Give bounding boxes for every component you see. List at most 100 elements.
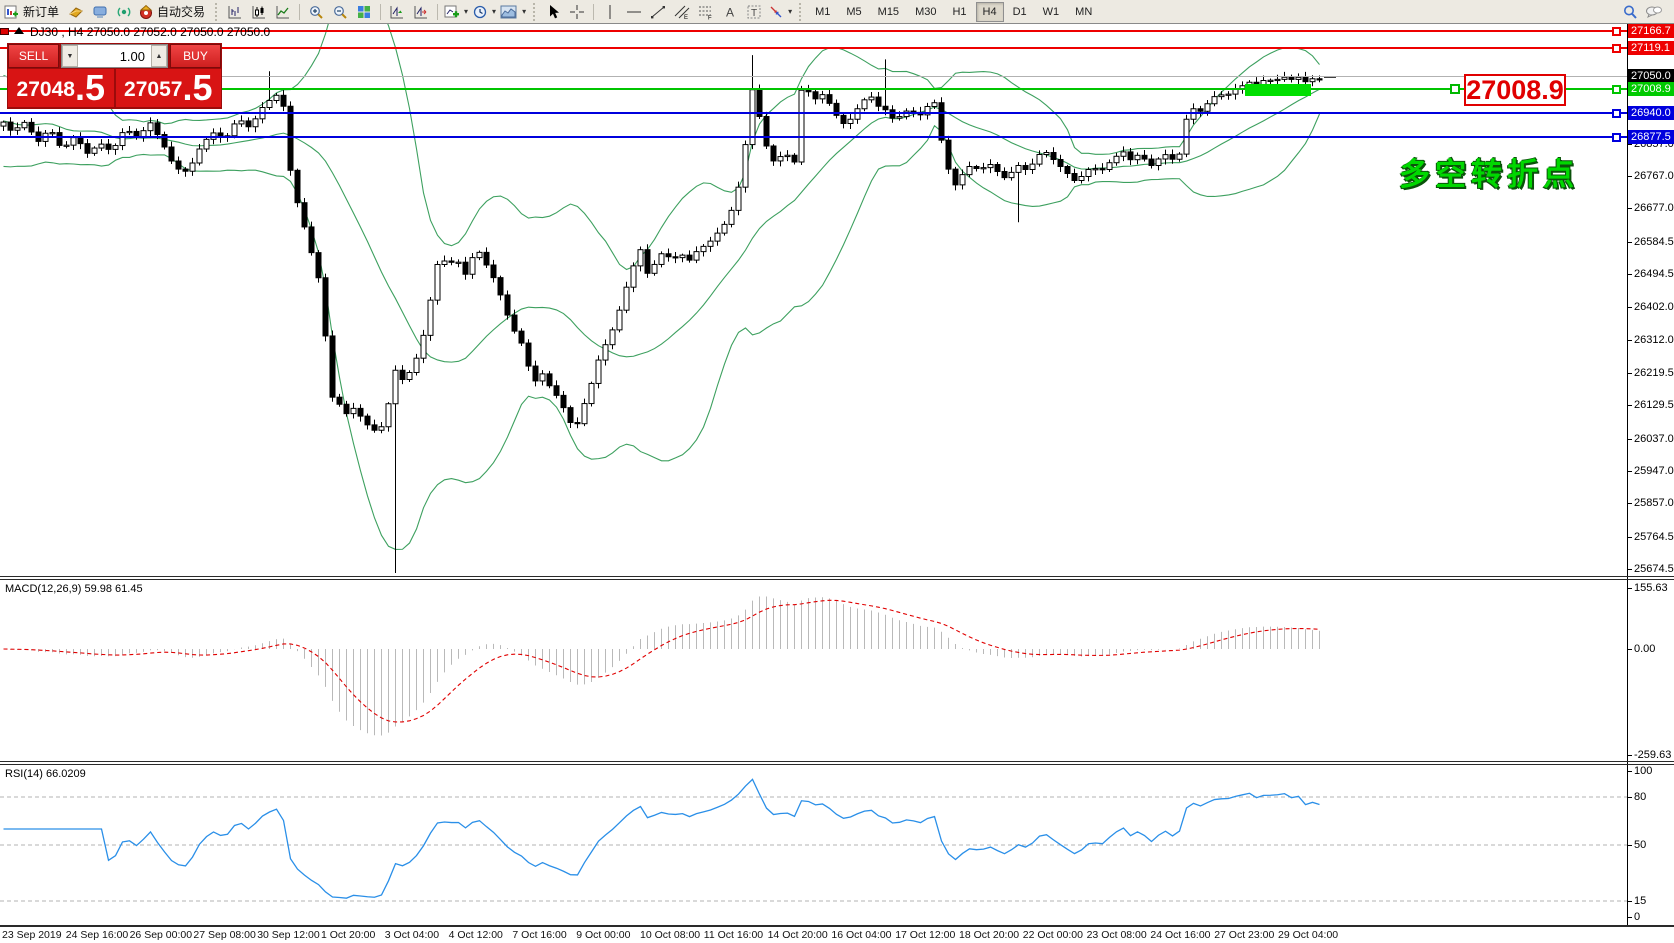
level-handle[interactable] xyxy=(1612,109,1621,118)
chat-button[interactable] xyxy=(1642,2,1666,22)
buy-price[interactable]: 27057.5 xyxy=(115,69,221,107)
level-line-27008.9[interactable] xyxy=(0,88,1627,90)
axis-tick-label: 26037.0 xyxy=(1634,433,1674,445)
tile-windows-button[interactable] xyxy=(352,2,376,22)
sell-button[interactable]: SELL xyxy=(8,44,59,68)
hline-button[interactable] xyxy=(622,2,646,22)
channel-button[interactable]: E xyxy=(670,2,694,22)
timeframe-M5[interactable]: M5 xyxy=(846,5,862,18)
time-label: 29 Oct 04:00 xyxy=(1278,929,1339,941)
timeframe-M15[interactable]: M15 xyxy=(877,5,900,18)
fibonacci-button[interactable]: F xyxy=(694,2,718,22)
new-chart-icon xyxy=(444,5,460,17)
level-line-27119.1[interactable] xyxy=(0,47,1627,49)
text-button[interactable]: A xyxy=(718,2,742,22)
svg-text:E: E xyxy=(684,15,688,20)
arrows-button[interactable]: ▾ xyxy=(766,2,794,22)
new-order-button[interactable]: 新订单 xyxy=(2,2,64,22)
volume-down-button[interactable]: ▼ xyxy=(62,45,78,67)
level-line-26877.5[interactable] xyxy=(0,136,1627,138)
bar-chart-icon xyxy=(228,5,242,18)
toolbar-grip[interactable] xyxy=(797,2,805,21)
zoom-in-button[interactable] xyxy=(304,2,328,22)
cursor-icon xyxy=(550,4,560,18)
bollinger-upper xyxy=(3,24,1320,271)
axis-tick xyxy=(1627,503,1632,504)
text-label-button[interactable]: T xyxy=(742,2,766,22)
line-chart-icon xyxy=(276,5,290,18)
vline-button[interactable] xyxy=(598,2,622,22)
timeframe-H4[interactable]: H4 xyxy=(975,1,1004,22)
new-chart-button[interactable]: ▾ xyxy=(442,2,470,22)
line-chart-button[interactable] xyxy=(271,2,295,22)
time-label: 10 Oct 08:00 xyxy=(640,929,701,941)
timeframe-MN[interactable]: MN xyxy=(1075,5,1093,18)
level-handle[interactable] xyxy=(1612,44,1621,53)
price-callout[interactable]: 27008.9 xyxy=(1464,74,1566,106)
mql-editor-button[interactable] xyxy=(64,2,88,22)
time-label: 27 Oct 23:00 xyxy=(1214,929,1275,941)
macd-signal-line xyxy=(3,599,1320,723)
axis-tick-label: 100 xyxy=(1634,765,1653,777)
search-button[interactable] xyxy=(1618,2,1642,22)
axis-badge-27166.7: 27166.7 xyxy=(1628,24,1674,38)
sell-price[interactable]: 27048.5 xyxy=(8,69,114,107)
level-handle[interactable] xyxy=(1612,85,1621,94)
timeframe-W1[interactable]: W1 xyxy=(1042,5,1060,18)
chart-area[interactable]: DJ30 , H4 27050.0 27052.0 27050.0 27050.… xyxy=(0,24,1674,943)
trendline-button[interactable] xyxy=(646,2,670,22)
market-button[interactable] xyxy=(88,2,112,22)
time-label: 24 Sep 16:00 xyxy=(65,929,129,941)
buy-button[interactable]: BUY xyxy=(170,44,221,68)
pane-separator[interactable] xyxy=(0,761,1674,762)
level-line-26940.0[interactable] xyxy=(0,112,1627,114)
time-label: 30 Sep 12:00 xyxy=(257,929,320,941)
volume-input[interactable]: 1.00 xyxy=(78,45,151,67)
timeframe-D1[interactable]: D1 xyxy=(1012,5,1027,18)
level-line-27166.7[interactable] xyxy=(0,30,1627,32)
time-label: 22 Oct 00:00 xyxy=(1022,929,1083,941)
timeframe-M1[interactable]: M1 xyxy=(815,5,831,18)
volume-up-button[interactable]: ▲ xyxy=(151,45,167,67)
candlesticks xyxy=(0,55,1323,573)
pane-separator[interactable] xyxy=(0,579,1674,580)
chart-canvas xyxy=(0,24,1627,902)
axis-tick-label: 25857.0 xyxy=(1634,497,1674,509)
level-handle[interactable] xyxy=(1612,27,1621,36)
timeframe-M30[interactable]: M30 xyxy=(915,5,937,18)
timeframe-H1[interactable]: H1 xyxy=(952,5,967,18)
profiles-button[interactable]: ▾ xyxy=(470,2,498,22)
level-handle[interactable] xyxy=(1612,133,1621,142)
step-end-button[interactable] xyxy=(409,2,433,22)
time-label: 9 Oct 00:00 xyxy=(576,929,631,941)
axis-tick-label: 26219.5 xyxy=(1634,367,1674,379)
bar-chart-button[interactable] xyxy=(223,2,247,22)
chart-template-button[interactable]: ▾ xyxy=(498,2,528,22)
toolbar-grip[interactable] xyxy=(213,2,221,21)
chart-annotation[interactable]: 多空转折点 xyxy=(1399,157,1579,192)
connector-handle[interactable] xyxy=(1450,84,1460,94)
axis-tick-label: 0.00 xyxy=(1634,643,1656,655)
axis-tick-label: 25764.5 xyxy=(1634,531,1674,543)
pane-separator[interactable] xyxy=(0,764,1674,765)
axis-tick-label: 50 xyxy=(1634,839,1647,851)
step-forward-button[interactable] xyxy=(385,2,409,22)
cursor-button[interactable] xyxy=(541,2,565,22)
level-line-27050.0[interactable] xyxy=(0,75,1627,77)
candle-chart-button[interactable] xyxy=(247,2,271,22)
axis-tick-label: 26494.5 xyxy=(1634,268,1674,280)
svg-text:A: A xyxy=(726,5,734,19)
channel-icon: E xyxy=(674,5,690,20)
crosshair-icon xyxy=(570,4,585,19)
zoom-out-button[interactable] xyxy=(328,2,352,22)
pane-separator[interactable] xyxy=(0,576,1674,577)
highlight-bar[interactable] xyxy=(1245,84,1311,96)
signals-button[interactable] xyxy=(112,2,136,22)
crosshair-button[interactable] xyxy=(565,2,589,22)
auto-trading-button[interactable]: 自动交易 xyxy=(136,2,210,22)
macd-label: MACD(12,26,9) 59.98 61.45 xyxy=(5,583,143,595)
tile-windows-icon xyxy=(358,5,371,18)
order-panel: SELL ▼ 1.00 ▲ BUY 27048.5 27057.5 xyxy=(7,43,222,109)
toolbar-grip[interactable] xyxy=(531,2,539,21)
sell-price-main: 27048 xyxy=(16,78,75,101)
